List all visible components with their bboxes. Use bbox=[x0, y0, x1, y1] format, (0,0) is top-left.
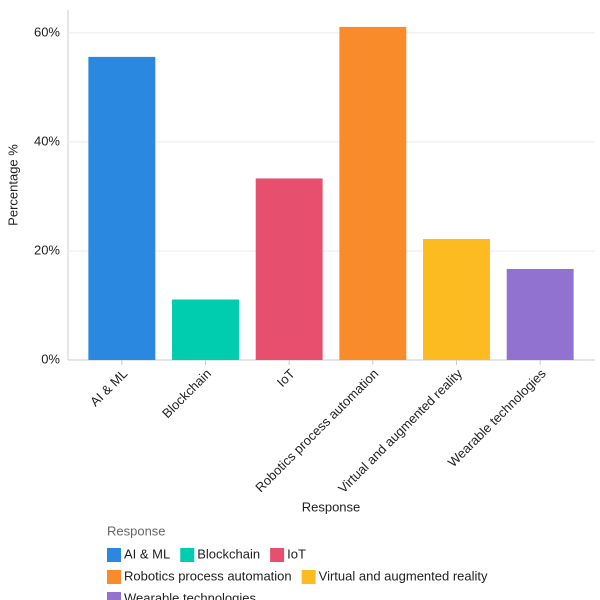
x-tick-label: IoT bbox=[274, 366, 298, 390]
legend-label: Robotics process automation bbox=[124, 568, 292, 583]
x-tick-label: Wearable technologies bbox=[445, 366, 549, 470]
legend-swatch bbox=[301, 570, 316, 584]
bar bbox=[339, 26, 407, 361]
legend-swatch bbox=[270, 548, 285, 562]
y-axis-title: Percentage % bbox=[5, 144, 20, 226]
x-tick-label: AI & ML bbox=[87, 366, 130, 409]
legend-swatch bbox=[107, 548, 121, 562]
legend-label: AI & ML bbox=[124, 546, 170, 561]
legend-label: Wearable technologies bbox=[124, 590, 257, 600]
bar bbox=[88, 56, 156, 360]
x-axis-title: Response bbox=[302, 499, 361, 514]
bar bbox=[172, 299, 239, 360]
legend-title: Response bbox=[107, 523, 166, 538]
legend-label: Blockchain bbox=[197, 546, 260, 561]
bar bbox=[506, 268, 574, 360]
legend-swatch bbox=[107, 592, 121, 600]
legend-swatch bbox=[107, 570, 121, 584]
y-tick-label: 0% bbox=[41, 351, 60, 366]
bar bbox=[423, 238, 490, 360]
legend-label: IoT bbox=[287, 546, 306, 561]
y-tick-label: 20% bbox=[34, 242, 60, 257]
y-tick-label: 60% bbox=[34, 24, 60, 39]
bar bbox=[255, 178, 323, 360]
legend-label: Virtual and augmented reality bbox=[319, 568, 488, 583]
y-tick-label: 40% bbox=[34, 133, 60, 148]
legend-swatch bbox=[180, 548, 195, 562]
x-tick-label: Blockchain bbox=[159, 366, 214, 421]
